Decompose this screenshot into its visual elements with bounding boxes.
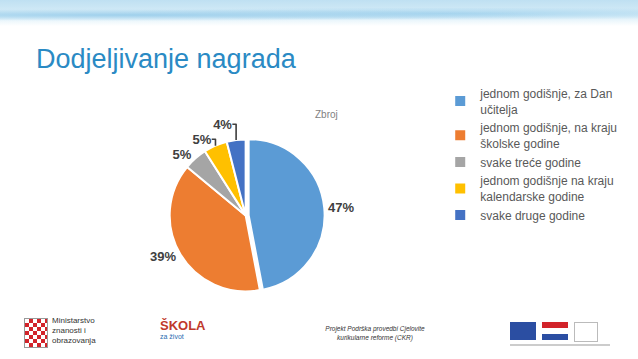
svg-text:5%: 5% (192, 132, 211, 147)
html-text:Dodjeljivanje nagrada: Dodjeljivanje nagrada (36, 44, 296, 74)
svg-text:jednom godišnje, na krajuškols: jednom godišnje, na krajuškolske godine (479, 121, 617, 151)
svg-text:4%: 4% (213, 117, 232, 132)
html-text:za život: za život (160, 333, 184, 340)
svg-text:svake druge godine: svake druge godine (480, 209, 585, 223)
svg-text:svake treće godine: svake treće godine (480, 156, 581, 170)
html-text:Projekt Podrška provedbi Cjelo: Projekt Podrška provedbi Cjelovite kurik… (325, 325, 425, 341)
svg-text:39%: 39% (150, 249, 176, 264)
svg-text:Zbroj: Zbroj (315, 109, 338, 120)
svg-text:5%: 5% (172, 147, 191, 162)
html-text:Ministarstvo znanosti i obrazo: Ministarstvo znanosti i obrazovanja (52, 316, 96, 345)
svg-text:jednom godišnje, za Danučitelj: jednom godišnje, za Danučitelja (479, 87, 612, 117)
svg-text:47%: 47% (328, 200, 354, 215)
html-text:ŠKOLA: ŠKOLA (160, 318, 206, 333)
svg-text:jednom godišnje na krajukalend: jednom godišnje na krajukalendarske godi… (479, 174, 613, 204)
